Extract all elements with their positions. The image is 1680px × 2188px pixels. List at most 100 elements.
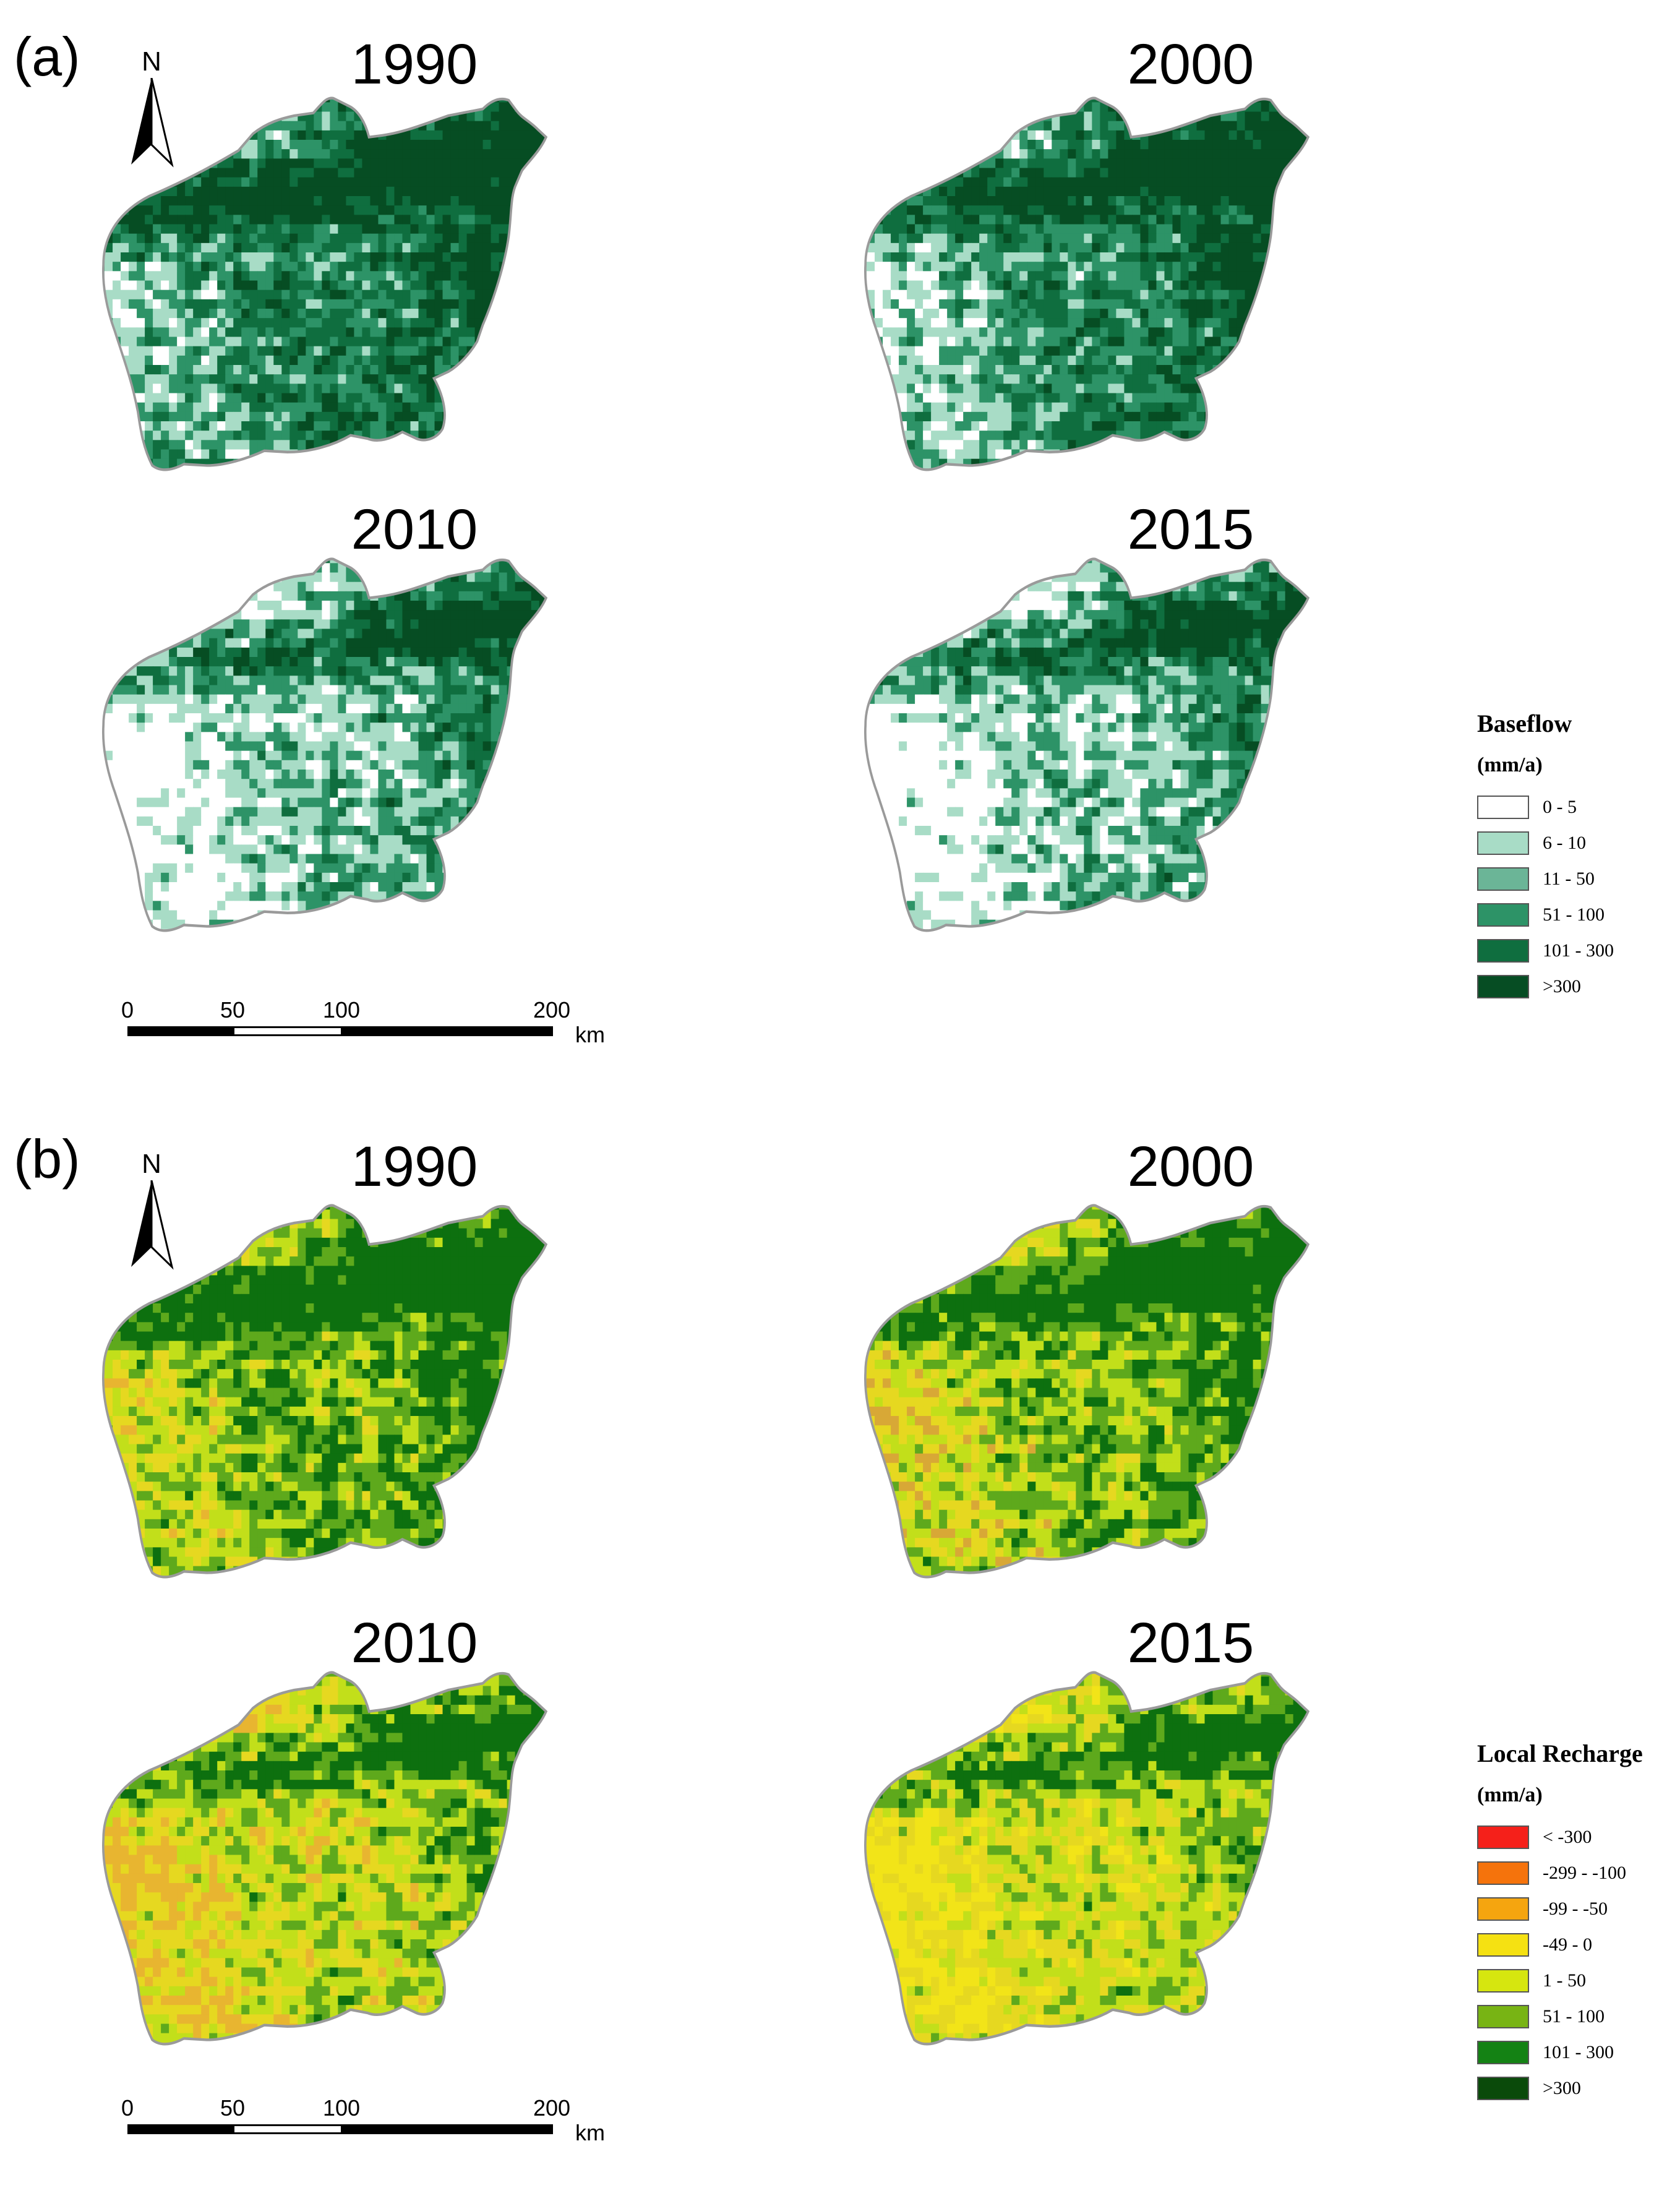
legend-title: Local Recharge	[1477, 1741, 1643, 1766]
legend-swatch	[1477, 975, 1529, 998]
scale-bar-b: 0 50 100 200 km	[105, 2097, 649, 2147]
year-label-a-1990: 1990	[322, 36, 507, 93]
recharge-map-2010	[102, 1671, 548, 2046]
legend-swatch	[1477, 2041, 1529, 2064]
recharge-map-2015	[864, 1671, 1310, 2046]
baseflow-map-2010	[102, 557, 548, 932]
year-label-a-2010: 2010	[322, 501, 507, 558]
legend-item-label: -99 - -50	[1543, 1900, 1608, 1918]
legend-title: Baseflow	[1477, 711, 1614, 736]
scale-tick-0: 0	[121, 2097, 134, 2119]
recharge-map-2000	[864, 1204, 1310, 1579]
legend-swatch	[1477, 1861, 1529, 1885]
north-letter-a: N	[124, 48, 179, 75]
legend-swatch	[1477, 1825, 1529, 1849]
legend-unit: (mm/a)	[1477, 1785, 1643, 1806]
legend-unit: (mm/a)	[1477, 755, 1614, 776]
legend-item: 51 - 100	[1477, 1999, 1643, 2035]
legend-item-label: < -300	[1543, 1828, 1592, 1847]
legend-item-label: -49 - 0	[1543, 1936, 1592, 1954]
year-label-b-2000: 2000	[1098, 1138, 1284, 1195]
legend-item: -299 - -100	[1477, 1855, 1643, 1891]
scale-tick-200: 200	[533, 2097, 570, 2119]
baseflow-map-2015	[864, 557, 1310, 932]
scale-segment-black-1	[127, 1026, 234, 1036]
panel-b-label: (b)	[14, 1132, 80, 1186]
legend-item: 1 - 50	[1477, 1963, 1643, 1999]
legend-swatch	[1477, 1897, 1529, 1921]
legend-item: -99 - -50	[1477, 1891, 1643, 1927]
basin-boundary	[864, 97, 1310, 471]
legend-swatch	[1477, 796, 1529, 819]
legend-swatch	[1477, 831, 1529, 855]
legend-item-label: 0 - 5	[1543, 798, 1577, 817]
legend-swatch	[1477, 939, 1529, 963]
legend-swatch	[1477, 1933, 1529, 1957]
scale-segment-black-2	[341, 2124, 553, 2134]
basin-boundary	[102, 557, 548, 932]
year-label-b-1990: 1990	[322, 1138, 507, 1195]
scale-bar-a: 0 50 100 200 km	[105, 999, 649, 1049]
legend-item-label: 101 - 300	[1543, 2043, 1614, 2062]
north-arrow-b: N	[124, 1151, 179, 1270]
legend-item: 101 - 300	[1477, 2035, 1643, 2070]
legend-item-label: 51 - 100	[1543, 906, 1605, 924]
legend-swatch	[1477, 867, 1529, 891]
north-arrow-a: N	[124, 48, 179, 168]
recharge-map-1990	[102, 1204, 548, 1579]
scale-segment-black-2	[341, 1026, 553, 1036]
year-label-a-2015: 2015	[1098, 501, 1284, 558]
legend-item: 0 - 5	[1477, 789, 1614, 825]
legend-item: >300	[1477, 2070, 1643, 2106]
scale-tick-100: 100	[323, 2097, 360, 2119]
scale-segment-white	[233, 2124, 343, 2134]
north-letter-b: N	[124, 1151, 179, 1178]
baseflow-map-1990	[102, 97, 548, 471]
legend-item: 51 - 100	[1477, 897, 1614, 933]
baseflow-map-2000	[864, 97, 1310, 471]
scale-unit: km	[575, 2122, 605, 2144]
scale-unit: km	[575, 1024, 605, 1046]
legend-swatch	[1477, 2077, 1529, 2100]
legend-item: 11 - 50	[1477, 861, 1614, 897]
legend-item-label: -299 - -100	[1543, 1864, 1626, 1882]
legend-items: < -300 -299 - -100 -99 - -50 -49 - 0 1 - 50 5…	[1477, 1819, 1643, 2106]
north-arrow-icon	[131, 78, 174, 168]
legend-item-label: >300	[1543, 977, 1581, 996]
year-label-a-2000: 2000	[1098, 36, 1284, 93]
legend-swatch	[1477, 1969, 1529, 1993]
legend-item-label: >300	[1543, 2079, 1581, 2098]
basin-boundary	[102, 1671, 548, 2046]
scale-tick-50: 50	[220, 999, 245, 1021]
basin-boundary	[102, 1204, 548, 1579]
basin-boundary	[102, 97, 548, 471]
legend-item-label: 51 - 100	[1543, 2007, 1605, 2026]
scale-segment-black-1	[127, 2124, 234, 2134]
legend-items: 0 - 5 6 - 10 11 - 50 51 - 100 101 - 300 >300	[1477, 789, 1614, 1005]
basin-boundary	[864, 557, 1310, 932]
legend-item: >300	[1477, 969, 1614, 1005]
recharge-legend: Local Recharge (mm/a) < -300 -299 - -100 -…	[1477, 1741, 1643, 2106]
legend-item-label: 101 - 300	[1543, 942, 1614, 960]
legend-swatch	[1477, 2005, 1529, 2028]
legend-item-label: 1 - 50	[1543, 1971, 1586, 1990]
legend-item: -49 - 0	[1477, 1927, 1643, 1963]
legend-item-label: 11 - 50	[1543, 870, 1595, 888]
scale-segment-white	[233, 1026, 343, 1036]
panel-a-label: (a)	[14, 30, 80, 84]
scale-tick-200: 200	[533, 999, 570, 1021]
baseflow-legend: Baseflow (mm/a) 0 - 5 6 - 10 11 - 50 51 - 1…	[1477, 711, 1614, 1005]
basin-boundary	[864, 1204, 1310, 1579]
north-arrow-icon	[131, 1180, 174, 1270]
scale-tick-50: 50	[220, 2097, 245, 2119]
legend-item-label: 6 - 10	[1543, 834, 1586, 852]
legend-swatch	[1477, 903, 1529, 927]
legend-item: 101 - 300	[1477, 933, 1614, 969]
year-label-b-2015: 2015	[1098, 1615, 1284, 1671]
year-label-b-2010: 2010	[322, 1615, 507, 1671]
legend-item: < -300	[1477, 1819, 1643, 1855]
basin-boundary	[864, 1671, 1310, 2046]
legend-item: 6 - 10	[1477, 825, 1614, 861]
scale-tick-100: 100	[323, 999, 360, 1021]
scale-tick-0: 0	[121, 999, 134, 1021]
